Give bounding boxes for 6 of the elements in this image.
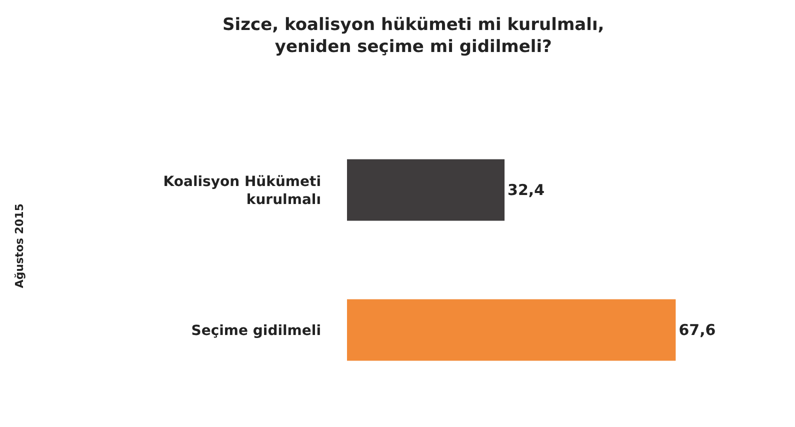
chart-title: Sizce, koalisyon hükümeti mi kurulmalı, yeniden seçime mi gidilmeli? <box>222 14 604 57</box>
text: Ağustos 2015 <box>13 204 26 288</box>
data-label: 67,6 <box>678 321 716 339</box>
y-tick-label: Koalisyon Hükümeti kurulmalı <box>163 174 321 208</box>
data-label: 32,4 <box>508 181 545 199</box>
y-tick-label: Seçime gidilmeli <box>191 322 321 339</box>
